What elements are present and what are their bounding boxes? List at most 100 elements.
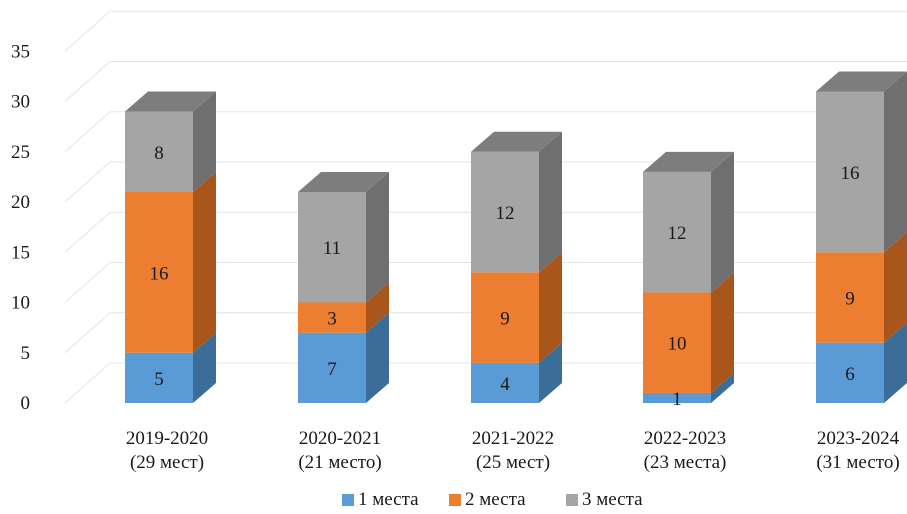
bar-segment: [471, 131, 562, 273]
data-labels: 5 16 8 7 3 11 4 9 12 1 10 12 6 9 16: [150, 143, 860, 410]
data-label: 3: [327, 309, 337, 330]
bar-front: [643, 171, 711, 293]
bar-side: [711, 151, 734, 293]
y-tick-label: 0: [21, 393, 31, 414]
gridline: [64, 111, 907, 153]
category-label: 2022-2023 (23 места): [644, 428, 727, 473]
category-label: 2019-2020 (29 мест): [126, 428, 208, 473]
legend-item: 3 места: [566, 489, 643, 510]
legend-label: 2 места: [465, 489, 526, 510]
category-label: 2021-2022 (25 мест): [472, 428, 554, 473]
data-label: 11: [323, 238, 341, 259]
bar-side: [193, 332, 216, 403]
y-tick-label: 5: [21, 343, 31, 364]
gridline: [64, 211, 907, 253]
bar-segment: [298, 282, 389, 333]
data-label: 12: [496, 203, 515, 224]
bar-side: [193, 171, 216, 353]
legend: 1 места 2 места 3 места: [342, 489, 643, 510]
bar-front: [471, 272, 539, 363]
bar-top: [125, 91, 216, 112]
category-label-line: 2023-2024: [817, 428, 900, 449]
legend-item: 1 места: [342, 489, 419, 510]
y-axis-ticks: 0 5 10 15 20 25 30 35: [11, 41, 30, 414]
data-label: 1: [672, 389, 682, 410]
legend-item: 2 места: [449, 489, 526, 510]
bar-front: [471, 362, 539, 403]
y-tick-label: 35: [11, 41, 30, 62]
y-tick-label: 25: [11, 142, 30, 163]
category-label-line: 2021-2022: [472, 428, 554, 449]
bar-segment: [125, 171, 216, 353]
bars: [125, 71, 907, 403]
gridline: [64, 10, 907, 52]
bar-front: [816, 91, 884, 253]
data-label: 4: [500, 374, 510, 395]
gridlines: [64, 10, 907, 404]
data-label: 9: [845, 288, 855, 309]
bar-side: [884, 232, 907, 343]
legend-swatch: [566, 494, 578, 506]
data-label: 8: [154, 143, 164, 164]
bar-front: [125, 111, 193, 192]
category-label-line: 2020-2021: [299, 428, 381, 449]
bar-front: [643, 392, 711, 403]
bar-side: [366, 282, 389, 333]
bar-segment: [643, 151, 734, 293]
legend-label: 1 места: [358, 489, 419, 510]
bar-front: [298, 332, 366, 403]
category-label-line: (31 место): [816, 452, 899, 473]
bar-side: [884, 322, 907, 403]
bar-segment: [816, 322, 907, 403]
data-label: 10: [668, 334, 687, 355]
category-label-line: 2022-2023: [644, 428, 726, 449]
gridline: [64, 61, 907, 102]
category-label-line: (21 место): [298, 452, 381, 473]
legend-label: 3 места: [582, 489, 643, 510]
category-label-line: (25 мест): [476, 452, 550, 473]
legend-swatch: [449, 494, 461, 506]
y-tick-label: 20: [11, 192, 30, 213]
bar-side: [539, 342, 562, 403]
bar-side: [884, 71, 907, 253]
category-label: 2020-2021 (21 место): [298, 428, 381, 473]
data-label: 9: [500, 309, 510, 330]
data-label: 16: [841, 163, 860, 184]
bar-segment: [471, 252, 562, 363]
bar-front: [298, 191, 366, 303]
bar-segment: [298, 171, 389, 303]
category-label-line: 2019-2020: [126, 428, 208, 449]
legend-swatch: [342, 494, 354, 506]
bar-side: [193, 91, 216, 192]
data-label: 16: [150, 263, 169, 284]
data-label: 12: [668, 223, 687, 244]
bar-top: [816, 71, 907, 92]
bar-front: [125, 352, 193, 403]
bar-side: [366, 312, 389, 403]
bar-front: [643, 292, 711, 393]
bar-front: [816, 252, 884, 343]
x-axis-categories: 2019-2020 (29 мест)2020-2021 (21 место)202…: [126, 428, 900, 473]
gridline: [64, 161, 907, 203]
bar-segment: [125, 91, 216, 192]
bar-top: [298, 171, 389, 192]
bar-segment: [816, 232, 907, 343]
y-tick-label: 10: [11, 293, 30, 314]
data-label: 7: [327, 359, 337, 380]
bar-segment: [125, 332, 216, 403]
bar-side: [539, 131, 562, 273]
bar-side: [711, 372, 734, 403]
y-tick-label: 15: [11, 242, 30, 263]
category-label-line: (23 места): [644, 452, 727, 473]
bar-front: [125, 191, 193, 353]
bar-front: [816, 342, 884, 403]
category-label: 2023-2024 (31 место): [816, 428, 899, 473]
bar-top: [643, 151, 734, 172]
data-label: 5: [154, 369, 164, 390]
y-tick-label: 30: [11, 92, 30, 113]
bar-side: [711, 272, 734, 393]
bar-segment: [298, 312, 389, 403]
gridline: [64, 362, 907, 404]
gridline: [64, 262, 907, 303]
